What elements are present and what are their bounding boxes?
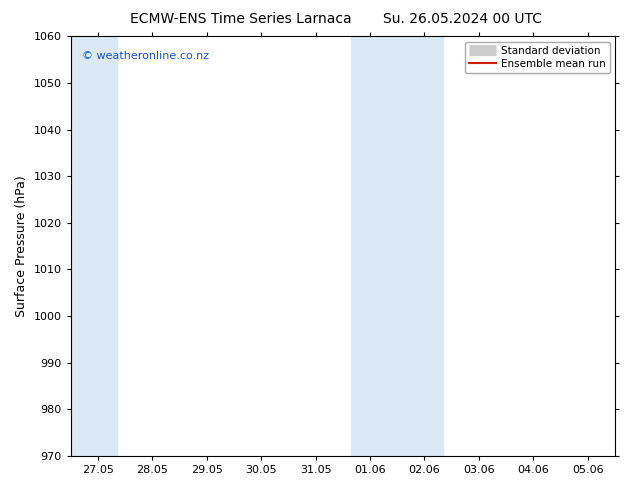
Bar <box>351 36 443 456</box>
Text: © weatheronline.co.nz: © weatheronline.co.nz <box>82 51 209 61</box>
Y-axis label: Surface Pressure (hPa): Surface Pressure (hPa) <box>15 175 28 317</box>
Legend: Standard deviation, Ensemble mean run: Standard deviation, Ensemble mean run <box>465 42 610 73</box>
Text: ECMW-ENS Time Series Larnaca: ECMW-ENS Time Series Larnaca <box>130 12 352 26</box>
Text: Su. 26.05.2024 00 UTC: Su. 26.05.2024 00 UTC <box>384 12 542 26</box>
Bar <box>71 36 117 456</box>
